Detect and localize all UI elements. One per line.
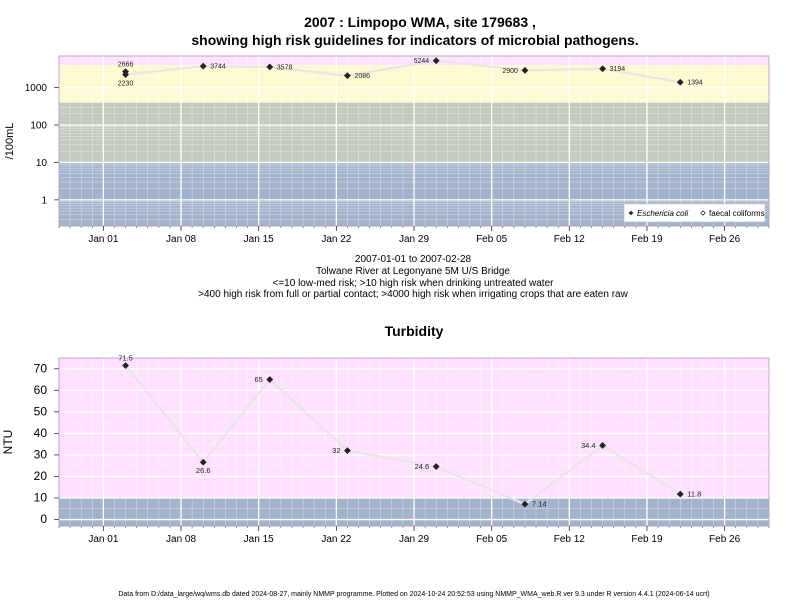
x-tick-label: Jan 15 [244, 234, 274, 245]
y-tick-label: 30 [34, 447, 48, 461]
x-tick-label: Jan 22 [321, 234, 351, 245]
x-tick-label: Jan 15 [244, 534, 274, 545]
x-tick-label: Jan 01 [88, 534, 118, 545]
data-label: 24.6 [415, 462, 430, 471]
data-point [521, 66, 529, 74]
x-tick-label: Feb 05 [476, 234, 508, 245]
y-tick-label: 50 [34, 404, 48, 418]
legend: Eschericia coli faecal coliforms [623, 203, 766, 223]
x-tick-label: Jan 08 [166, 234, 196, 245]
x-tick-label: Jan 01 [88, 234, 118, 245]
x-tick-label: Jan 22 [321, 534, 351, 545]
main-title-line2: showing high risk guidelines for indicat… [191, 32, 638, 48]
microbial-panel: Jan 01 Jan 08 Jan 15 Jan 22 Jan 29 Feb 05 Feb … [4, 55, 770, 245]
data-point [344, 72, 351, 80]
y-tick-label: 0 [40, 512, 47, 526]
data-point [199, 458, 207, 466]
subtitle-line-3: <=10 low-med risk; >10 high risk when dr… [273, 278, 555, 289]
data-point [432, 463, 440, 470]
x-tick-label: Feb 19 [631, 534, 663, 545]
main-title-line1: 2007 : Limpopo WMA, site 179683 , [304, 14, 536, 30]
x-tick-label: Jan 29 [399, 234, 429, 245]
data-point [432, 57, 440, 65]
x-tick-label: Feb 26 [709, 534, 741, 545]
data-point [676, 490, 684, 498]
x-tick-label: Feb 12 [554, 534, 586, 545]
data-label: 34.4 [581, 441, 596, 450]
x-tick-label: Feb 12 [554, 234, 586, 245]
data-point [266, 376, 274, 383]
data-label: 2900 [502, 68, 518, 75]
data-label: 5244 [414, 58, 430, 65]
data-point [599, 442, 607, 449]
data-label: 2666 [118, 62, 134, 69]
data-point [599, 65, 607, 73]
y-axis-title: NTU [1, 430, 15, 455]
y-tick-label: 40 [34, 426, 48, 440]
legend-marker-ecoli [628, 210, 634, 216]
x-tick-label: Jan 08 [166, 534, 196, 545]
y-tick-label: 20 [34, 469, 48, 483]
data-label: 7.14 [532, 500, 547, 509]
x-tick-label: Feb 26 [709, 234, 741, 245]
major-gridlines [59, 56, 769, 226]
y-tick-label: 10 [36, 158, 48, 169]
data-point [676, 78, 684, 86]
data-label: 32 [332, 446, 340, 455]
y-tick-label: 100 [30, 121, 47, 132]
y-tick-label: 70 [34, 361, 48, 375]
data-point [266, 63, 274, 71]
data-label: 3744 [210, 64, 226, 71]
x-tick-label: Feb 19 [631, 234, 663, 245]
major-gridlines [59, 358, 769, 526]
turbidity-panel: Jan 01 Jan 08 Jan 15 Jan 22 Jan 29 Feb 05 Feb … [1, 354, 770, 545]
legend-label-faecal: faecal coliforms [709, 209, 765, 218]
data-point [521, 500, 529, 508]
series-line [124, 364, 681, 506]
data-label: 11.8 [687, 490, 701, 499]
x-tick-label: Jan 29 [399, 534, 429, 545]
y-tick-label: 1 [41, 195, 47, 206]
data-point [199, 62, 207, 70]
y-tick-label: 10 [34, 491, 48, 505]
data-label: 65 [254, 375, 262, 384]
data-label: 26.6 [196, 466, 211, 475]
data-point [344, 447, 351, 455]
x-tick-label: Feb 05 [476, 534, 508, 545]
y-axis-title: /100mL [4, 123, 16, 160]
data-label: 3194 [610, 66, 626, 73]
data-label: 1394 [687, 80, 703, 87]
data-point [122, 71, 129, 79]
turbidity-title: Turbidity [385, 323, 444, 339]
data-label: 2230 [118, 81, 134, 88]
data-label: 3578 [277, 64, 293, 71]
y-tick-label: 60 [34, 383, 48, 397]
data-label: 2086 [354, 73, 370, 80]
legend-label-ecoli: Eschericia coli [637, 209, 688, 218]
y-tick-label: 1000 [25, 83, 48, 94]
subtitle-line-4: >400 high risk from full or partial cont… [198, 289, 628, 300]
legend-box [623, 203, 766, 223]
data-point [122, 362, 129, 369]
subtitle-line-2: Tolwane River at Legonyane 5M U/S Bridge [316, 266, 510, 277]
data-label: 71.5 [118, 354, 133, 363]
footer-note: Data from D:/data_large/wq/wms.db dated … [118, 591, 709, 598]
subtitle-line-1: 2007-01-01 to 2007-02-28 [355, 254, 472, 265]
legend-marker-faecal [700, 210, 706, 216]
